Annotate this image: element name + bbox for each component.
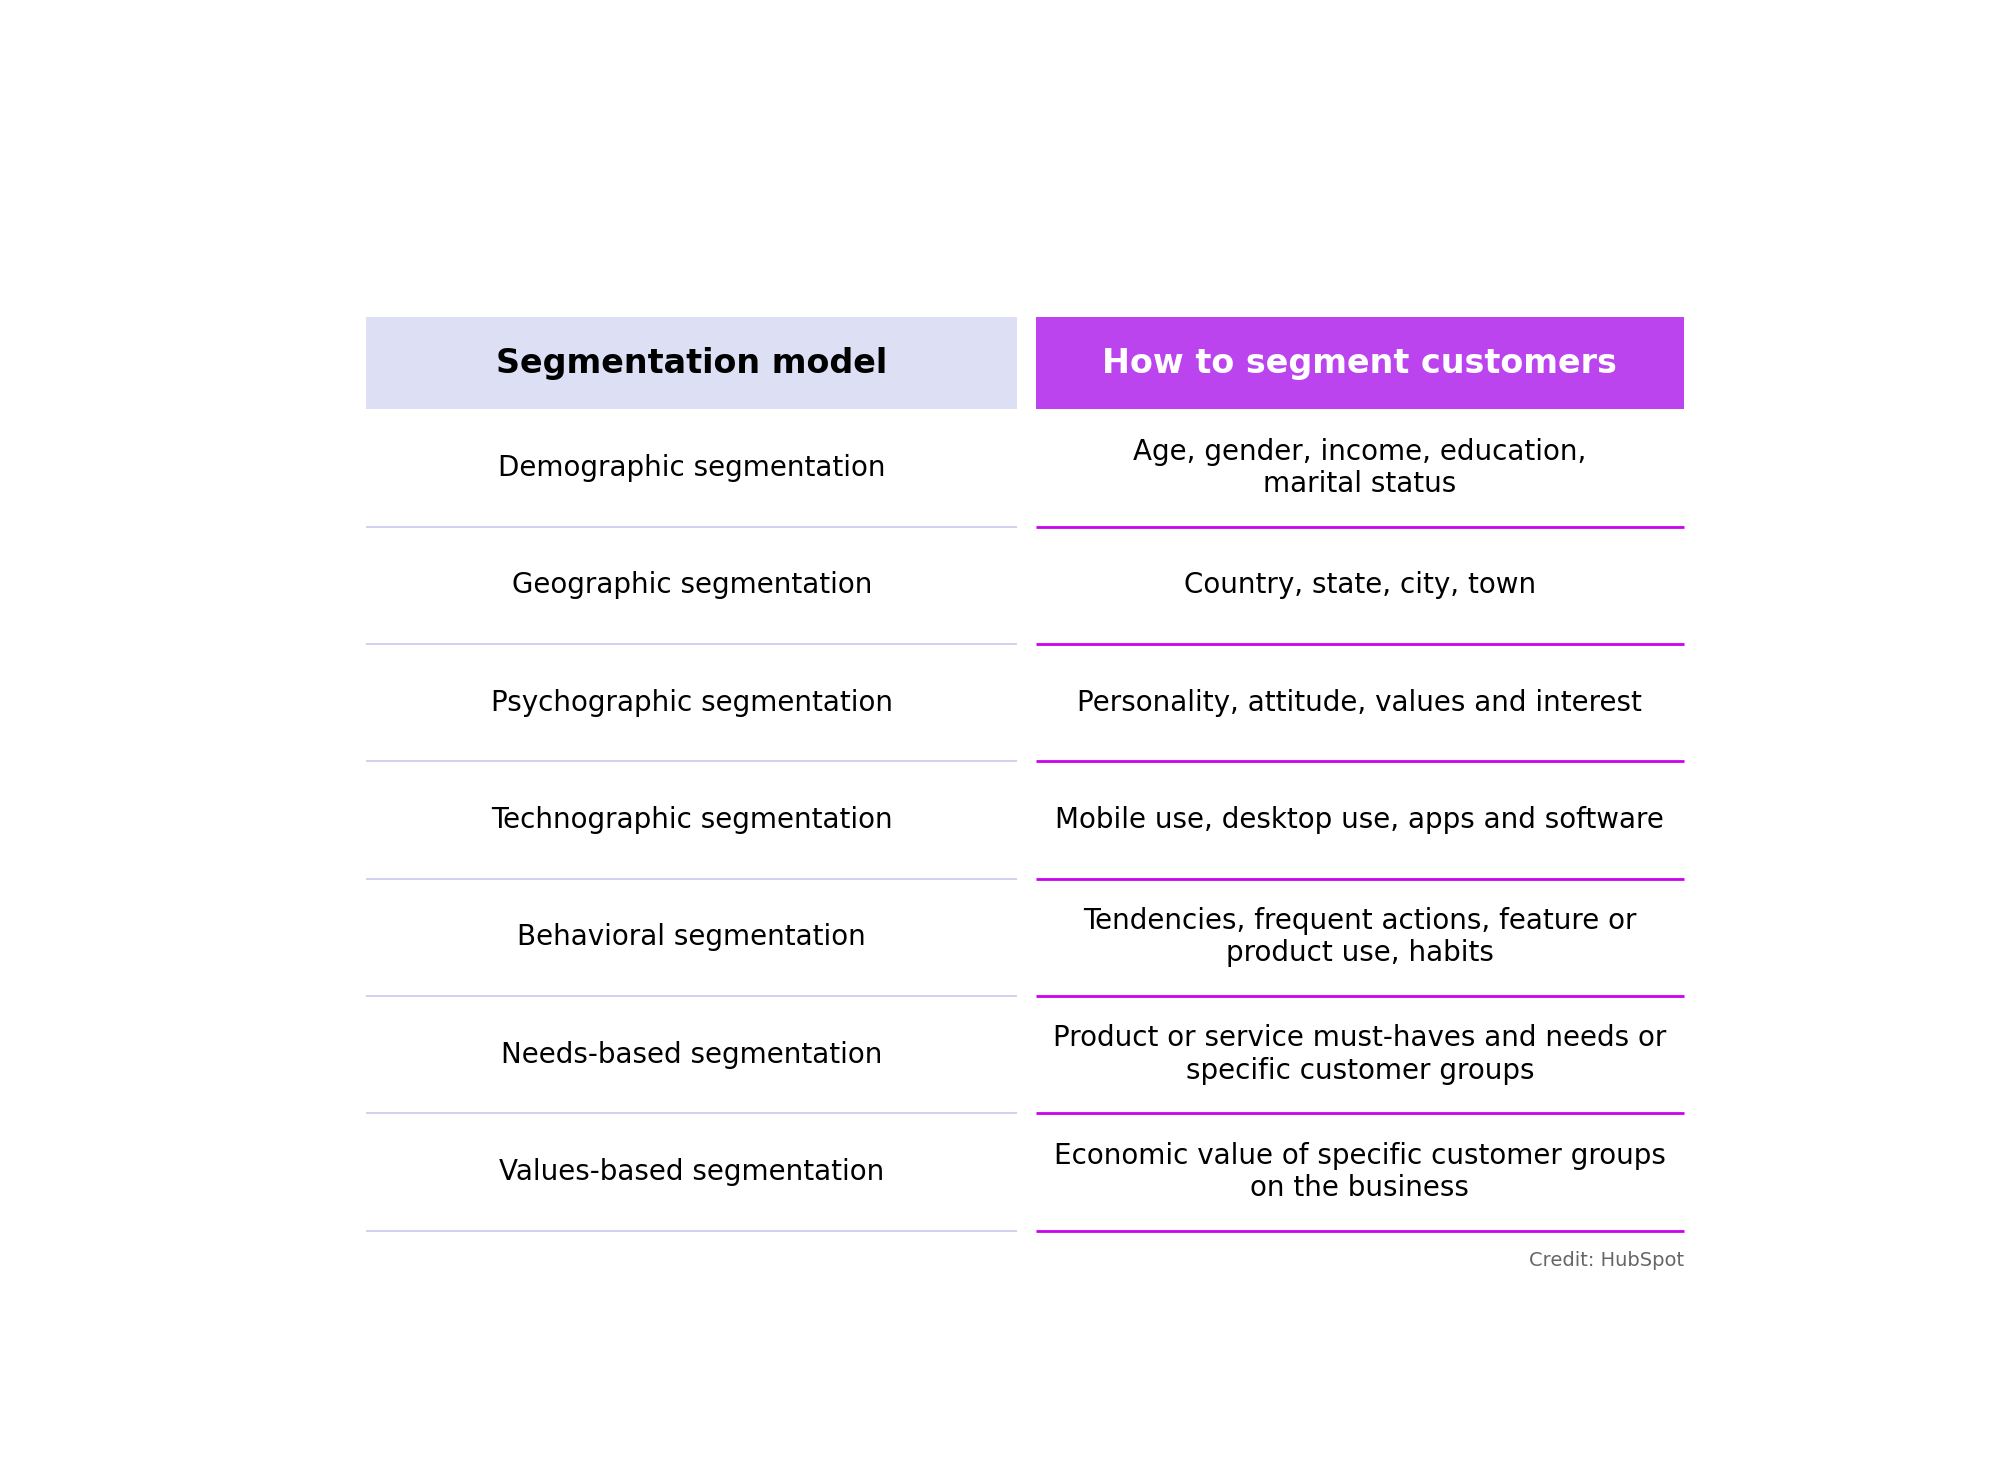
Text: Technographic segmentation: Technographic segmentation [490, 806, 892, 834]
Text: Segmentation model: Segmentation model [496, 347, 888, 379]
Text: Tendencies, frequent actions, feature or
product use, habits: Tendencies, frequent actions, feature or… [1084, 907, 1636, 967]
Text: Age, gender, income, education,
marital status: Age, gender, income, education, marital … [1134, 438, 1586, 498]
Text: Values-based segmentation: Values-based segmentation [500, 1157, 884, 1185]
Text: Product or service must-haves and needs or
specific customer groups: Product or service must-haves and needs … [1054, 1024, 1666, 1084]
Text: Demographic segmentation: Demographic segmentation [498, 454, 886, 482]
Text: Country, state, city, town: Country, state, city, town [1184, 571, 1536, 599]
Text: Needs-based segmentation: Needs-based segmentation [502, 1040, 882, 1068]
Text: Geographic segmentation: Geographic segmentation [512, 571, 872, 599]
Text: Psychographic segmentation: Psychographic segmentation [490, 689, 892, 716]
FancyBboxPatch shape [366, 316, 1018, 409]
Text: Credit: HubSpot: Credit: HubSpot [1528, 1251, 1684, 1270]
Text: Mobile use, desktop use, apps and software: Mobile use, desktop use, apps and softwa… [1056, 806, 1664, 834]
Text: Personality, attitude, values and interest: Personality, attitude, values and intere… [1078, 689, 1642, 716]
Text: Economic value of specific customer groups
on the business: Economic value of specific customer grou… [1054, 1141, 1666, 1203]
FancyBboxPatch shape [1036, 316, 1684, 409]
Text: How to segment customers: How to segment customers [1102, 347, 1618, 379]
Text: Behavioral segmentation: Behavioral segmentation [518, 923, 866, 951]
